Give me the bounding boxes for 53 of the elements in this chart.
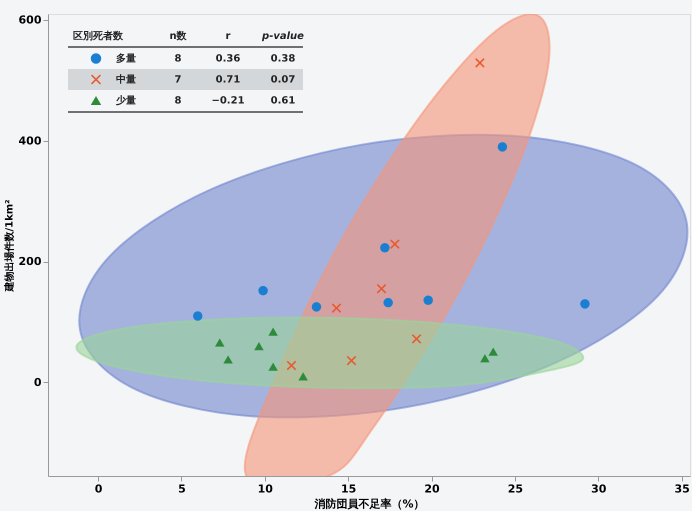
x-tick-label: 20 (424, 482, 440, 496)
point (258, 286, 268, 296)
point (286, 360, 296, 370)
point (380, 242, 390, 252)
legend-label: 少量 (115, 94, 136, 106)
point (332, 303, 342, 314)
point (268, 328, 278, 336)
x-tick-label: 15 (341, 482, 356, 496)
annotation: r (226, 31, 231, 42)
x-tick-label: 30 (591, 482, 607, 496)
point (376, 284, 386, 294)
point (390, 239, 400, 250)
x-tick-label: 0 (94, 482, 103, 496)
x-tick-label: 25 (508, 482, 524, 496)
y-axis-title: 建物出場件数/1km² (4, 199, 16, 293)
annotation: p-value (261, 31, 304, 42)
legend-label: 多量 (116, 52, 136, 64)
annotation: 7 (174, 74, 182, 86)
point (488, 347, 498, 356)
point (346, 356, 356, 366)
point (498, 142, 508, 152)
annotation: 0.38 (270, 54, 296, 64)
point (412, 334, 422, 344)
point (254, 342, 264, 350)
annotation: 8 (174, 54, 182, 64)
annotation: −0.21 (211, 96, 245, 106)
point (383, 298, 393, 308)
point (580, 299, 590, 309)
y-tick-label: 400 (18, 134, 42, 148)
point (474, 58, 485, 68)
x-axis-title: 消防団員不足率（%） (313, 498, 425, 510)
x-tick-label: 10 (258, 482, 274, 496)
point (268, 362, 278, 371)
point (193, 311, 202, 321)
annotation: 0.71 (216, 74, 240, 86)
annotation: 0.36 (216, 54, 240, 64)
legend-label: 中量 (116, 74, 136, 86)
annotation: 8 (174, 96, 182, 106)
point (480, 354, 490, 362)
x-tick-label: 5 (178, 482, 186, 496)
y-tick-label: 600 (18, 14, 42, 27)
annotation: 0.07 (270, 74, 296, 86)
point (223, 355, 233, 364)
x-tick-label: 35 (674, 482, 690, 496)
y-tick-label: 0 (34, 376, 42, 389)
annotation: 0.61 (270, 96, 296, 106)
point (423, 296, 433, 305)
point (215, 338, 224, 347)
legend-title: 区別死者数 (73, 30, 124, 42)
annotation: n数 (169, 30, 188, 42)
y-tick-label: 200 (18, 255, 42, 268)
point (312, 302, 322, 312)
point (298, 372, 308, 380)
